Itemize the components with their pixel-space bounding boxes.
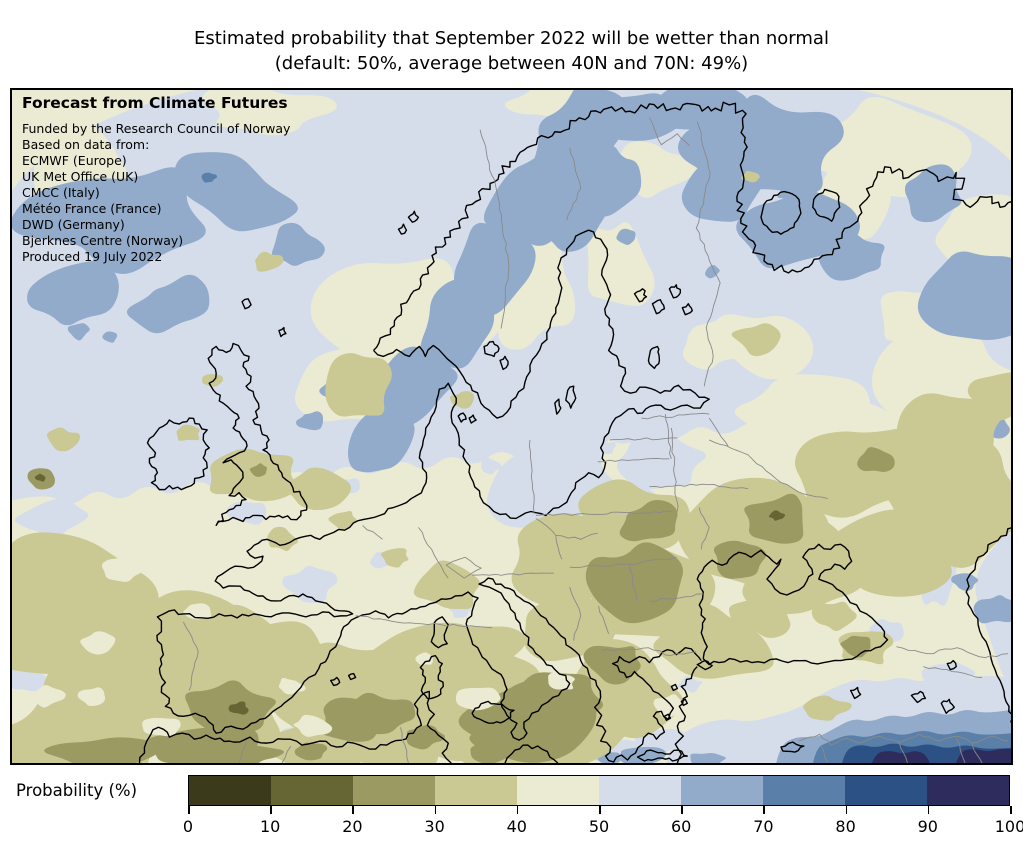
europe-map-panel: Forecast from Climate Futures Funded by … [10,88,1013,765]
colorbar-tick-mark [1010,806,1012,814]
colorbar-segment [435,776,517,805]
colorbar-segment [517,776,599,805]
colorbar-tick-label: 50 [588,817,610,836]
colorbar-segment [271,776,353,805]
colorbar-tick-label: 100 [994,817,1023,836]
colorbar-segment [189,776,271,805]
colorbar-tick-mark [434,806,437,814]
colorbar-tick-label: 40 [506,817,527,836]
colorbar-tick-mark [599,806,601,814]
colorbar-tick-label: 0 [182,817,194,836]
colorbar-tick-mark [681,806,683,814]
colorbar-tick-label: 20 [342,817,363,836]
colorbar-tick-label: 10 [260,817,281,836]
colorbar [188,775,1010,806]
colorbar-segment [927,776,1009,805]
colorbar-tick-mark [763,806,765,814]
figure-title: Estimated probability that September 202… [0,26,1023,76]
colorbar-label: Probability (%) [16,781,138,800]
colorbar-tick-label: 70 [753,817,774,836]
title-line-2: (default: 50%, average between 40N and 7… [274,53,749,74]
colorbar-tick-label: 90 [917,817,938,836]
country-borders [182,117,1009,763]
colorbar-tick-mark [270,806,272,814]
colorbar-segment [599,776,681,805]
colorbar-segment [845,776,927,805]
title-line-1: Estimated probability that September 202… [194,28,829,49]
colorbar-tick-mark [352,806,354,814]
europe-probability-map [12,90,1011,763]
colorbar-segment [763,776,845,805]
colorbar-tick-mark [188,806,190,814]
colorbar-tick-label: 30 [424,817,445,836]
colorbar-tick-mark [516,806,519,814]
coastlines [138,101,1011,763]
colorbar-tick-mark [927,806,930,814]
colorbar-tick-mark [845,806,848,814]
colorbar-segment [353,776,435,805]
probability-contours [12,90,1011,763]
colorbar-tick-label: 60 [671,817,692,836]
colorbar-legend: Probability (%) 0 10 20 30 40 50 60 70 80 90 100 [0,765,1023,856]
colorbar-segment [681,776,763,805]
colorbar-tick-label: 80 [835,817,856,836]
